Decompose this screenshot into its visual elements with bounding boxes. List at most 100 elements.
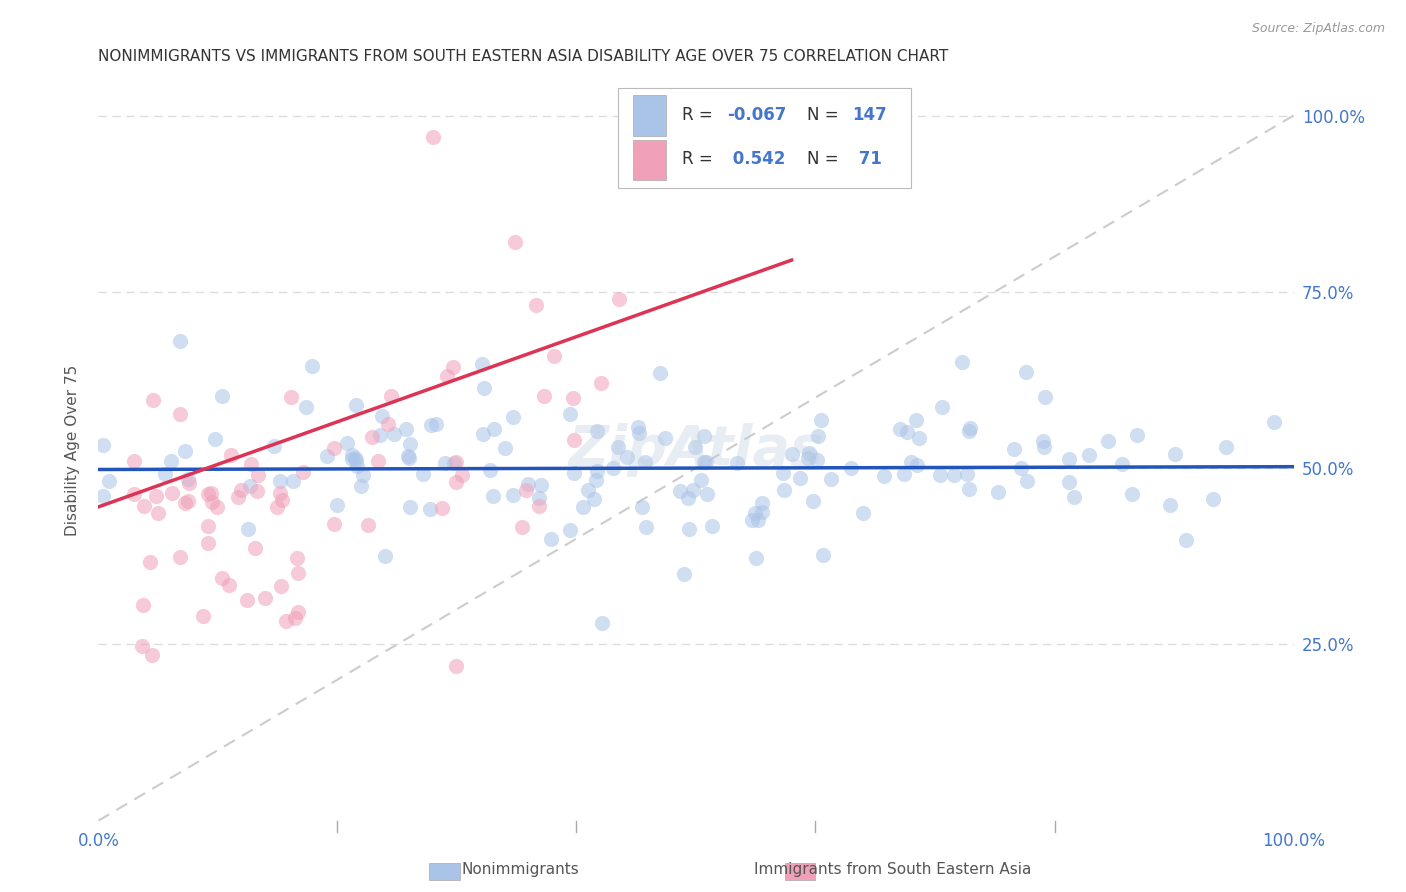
Point [689, 474, 711, 488]
Point [589, 376, 612, 390]
Point [444, 475, 467, 490]
Point [583, 492, 606, 507]
Point [1077, 448, 1099, 462]
Point [141, 648, 163, 662]
Point [287, 605, 309, 619]
Point [145, 489, 167, 503]
Point [197, 535, 219, 549]
Point [585, 464, 607, 478]
Point [905, 413, 928, 427]
Point [159, 454, 181, 468]
Point [153, 467, 176, 482]
Point [482, 422, 505, 436]
Point [616, 450, 638, 464]
Point [797, 450, 820, 465]
Point [572, 500, 595, 515]
Point [810, 413, 832, 427]
Point [1202, 492, 1225, 507]
Point [806, 452, 828, 467]
Point [399, 500, 422, 515]
Point [540, 532, 562, 546]
Point [627, 420, 650, 434]
Point [218, 578, 240, 592]
Point [987, 485, 1010, 500]
Point [399, 437, 422, 451]
Point [607, 440, 630, 454]
Point [576, 483, 599, 498]
Point [177, 493, 200, 508]
Point [169, 407, 191, 421]
Point [382, 427, 405, 442]
Point [1015, 474, 1038, 488]
Point [683, 440, 706, 454]
Point [807, 429, 830, 443]
Point [169, 549, 191, 564]
Point [959, 421, 981, 435]
Point [797, 446, 820, 460]
Text: -0.067: -0.067 [727, 106, 786, 124]
FancyBboxPatch shape [619, 87, 911, 187]
Point [281, 475, 304, 489]
Point [219, 448, 242, 462]
Point [700, 519, 723, 533]
Text: 147: 147 [852, 106, 887, 124]
Point [928, 468, 950, 483]
Point [957, 424, 980, 438]
Point [91, 489, 114, 503]
Point [274, 614, 297, 628]
Point [430, 500, 453, 515]
Point [772, 466, 794, 480]
Point [1263, 415, 1285, 429]
Point [628, 426, 651, 441]
Point [236, 522, 259, 536]
Point [586, 424, 609, 438]
Point [412, 467, 434, 482]
Point [602, 460, 624, 475]
Point [1002, 442, 1025, 457]
Point [340, 452, 363, 467]
Point [543, 349, 565, 363]
Point [529, 491, 551, 505]
Point [654, 431, 676, 445]
Point [169, 334, 191, 348]
Text: Source: ZipAtlas.com: Source: ZipAtlas.com [1251, 22, 1385, 36]
Point [132, 599, 155, 613]
Point [560, 523, 582, 537]
Point [174, 444, 197, 458]
Point [346, 459, 368, 474]
Point [239, 479, 262, 493]
Point [132, 499, 155, 513]
Point [211, 389, 233, 403]
Point [515, 483, 537, 497]
Text: R =: R = [682, 151, 723, 169]
Point [398, 451, 420, 466]
Point [527, 499, 550, 513]
Point [422, 129, 444, 144]
Point [1033, 390, 1056, 404]
Point [696, 487, 718, 501]
Point [340, 449, 363, 463]
Point [316, 449, 339, 463]
Point [322, 441, 344, 455]
Point [678, 522, 700, 536]
Point [747, 513, 769, 527]
Point [419, 501, 441, 516]
Point [801, 494, 824, 508]
Point [229, 483, 252, 497]
Point [471, 426, 494, 441]
Point [148, 506, 170, 520]
Text: NONIMMIGRANTS VS IMMIGRANTS FROM SOUTH EASTERN ASIA DISABILITY AGE OVER 75 CORRE: NONIMMIGRANTS VS IMMIGRANTS FROM SOUTH E… [98, 49, 949, 64]
Point [751, 496, 773, 510]
Point [873, 468, 896, 483]
Point [226, 491, 249, 505]
Point [205, 500, 228, 514]
Point [285, 550, 308, 565]
Point [633, 455, 655, 469]
Point [98, 474, 121, 488]
Point [943, 468, 966, 483]
Point [247, 468, 270, 483]
Point [634, 520, 657, 534]
Point [371, 409, 394, 423]
Point [561, 391, 583, 405]
Text: N =: N = [807, 106, 844, 124]
